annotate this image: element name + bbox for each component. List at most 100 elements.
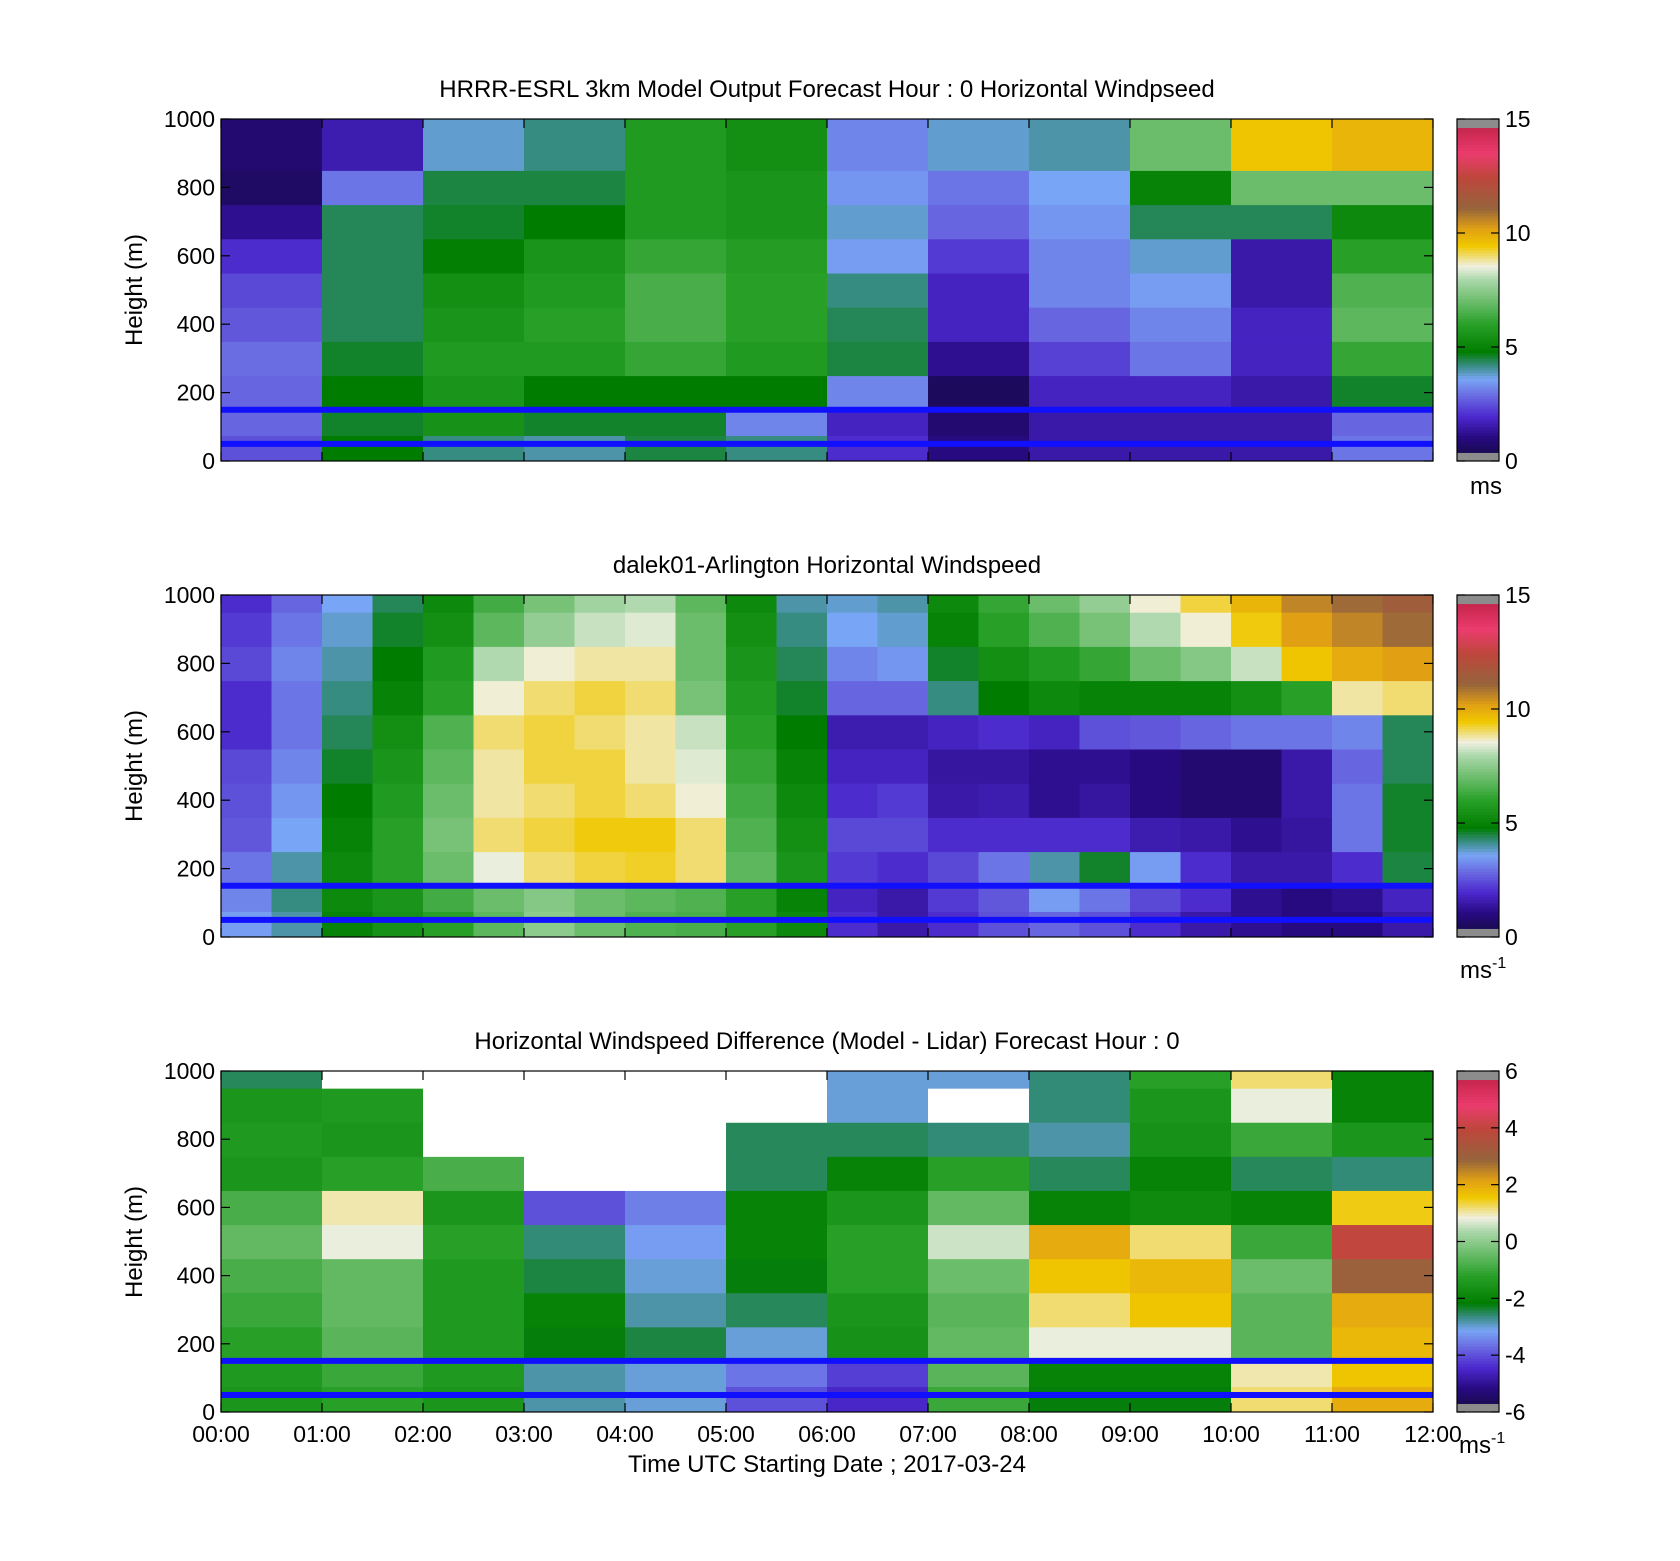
colorbar-segment [1457,329,1499,334]
colorbar-segment [1457,783,1499,787]
colorbar-segment [1457,731,1499,736]
heatmap-cell [1382,612,1433,647]
colorbar-segment [1457,928,1499,932]
heatmap-cell [827,817,879,853]
colorbar-tick-label: -2 [1505,1285,1525,1311]
colorbar-segment [1457,1142,1499,1146]
heatmap-cell [372,851,424,887]
heatmap-cell [675,911,727,937]
colorbar-segment [1457,905,1499,909]
heatmap-cell [1231,1071,1333,1089]
heatmap-cell [726,680,778,716]
heatmap-cell [524,204,626,240]
colorbar-segment [1457,284,1499,288]
colorbar-segment [1457,1127,1499,1132]
heatmap-cell [1332,714,1384,750]
heatmap-cell [827,119,929,137]
heatmap-cell [221,1292,323,1328]
x-tick-label: 00:00 [192,1421,250,1447]
colorbar-segment [1457,1346,1499,1350]
colorbar-segment [1457,207,1499,211]
colorbar-segment [1457,714,1499,719]
heatmap-cell [1231,204,1333,240]
panel-diff-colorbar-unit: ms-1 [1459,1430,1505,1459]
heatmap-cell [524,1386,626,1412]
colorbar-segment [1457,215,1499,220]
heatmap-cell [776,595,828,613]
colorbar-segment [1457,825,1499,830]
heatmap-cell [1029,612,1081,647]
colorbar-segment [1457,609,1499,613]
heatmap-cell [1130,748,1182,784]
heatmap-cell [221,204,323,240]
colorbar-segment [1457,127,1499,131]
heatmap-cell [827,1292,929,1328]
heatmap-cell [1332,435,1433,461]
heatmap-cell [726,307,828,342]
heatmap-cell [928,612,980,647]
colorbar-tick-label: 0 [1505,1229,1518,1255]
heatmap-cell [322,375,424,411]
heatmap-cell [726,885,778,912]
colorbar-segment [1457,885,1499,890]
colorbar-segment [1457,1309,1499,1314]
heatmap-cell [1130,1122,1232,1157]
heatmap-cell [524,911,576,937]
heatmap-cell [625,595,677,613]
heatmap-cell [322,1360,424,1388]
colorbar-segment [1457,375,1499,379]
heatmap-cell [1382,911,1433,937]
colorbar-segment [1457,797,1499,801]
heatmap-cell [423,911,475,937]
colorbar-segment [1457,851,1499,855]
y-tick-label: 800 [177,650,215,676]
colorbar-segment [1457,694,1499,699]
heatmap-cell [524,1088,626,1123]
colorbar-segment [1457,1335,1499,1339]
colorbar-segment [1457,891,1499,895]
heatmap-cell [1029,238,1131,274]
colorbar-segment [1457,190,1499,194]
colorbar-segment [1457,423,1499,428]
colorbar-segment [1457,1150,1499,1154]
colorbar-segment [1457,1312,1499,1316]
heatmap-cell [524,1156,626,1191]
colorbar-segment [1457,1187,1499,1191]
heatmap-cell [726,170,828,206]
colorbar-tick-label: 6 [1505,1058,1518,1084]
heatmap-cell [1079,612,1131,647]
heatmap-cell [877,817,929,853]
heatmap-cell [978,612,1030,647]
colorbar-tick-label: 0 [1505,448,1518,474]
heatmap-cell [726,204,828,240]
heatmap-cell [625,1326,727,1362]
heatmap-cell [1332,817,1384,853]
heatmap-cell [1130,375,1232,411]
colorbar-segment [1457,1130,1499,1135]
colorbar-segment [1457,173,1499,177]
colorbar-segment [1457,1079,1499,1083]
heatmap-cell [322,1071,424,1089]
heatmap-cell [827,1386,929,1412]
heatmap-cell [1130,1292,1232,1328]
heatmap-cell [625,783,677,818]
heatmap-cell [473,817,525,853]
heatmap-cell [1332,851,1384,887]
colorbar-segment [1457,201,1499,205]
heatmap-cell [928,1156,1030,1191]
heatmap-cell [625,170,727,206]
heatmap-cell [1332,1360,1433,1388]
heatmap-cell [776,817,828,853]
colorbar-segment [1457,629,1499,633]
heatmap-cell [675,748,727,784]
colorbar-segment [1457,1244,1499,1248]
heatmap-cell [574,885,626,912]
heatmap-cell [423,1292,525,1328]
heatmap-cell [1029,911,1081,937]
colorbar-segment [1457,748,1499,753]
heatmap-cell [221,375,323,411]
heatmap-cell [271,714,323,750]
heatmap-cell [675,817,727,853]
heatmap-cell [726,1156,828,1191]
heatmap-cell [1332,911,1384,937]
